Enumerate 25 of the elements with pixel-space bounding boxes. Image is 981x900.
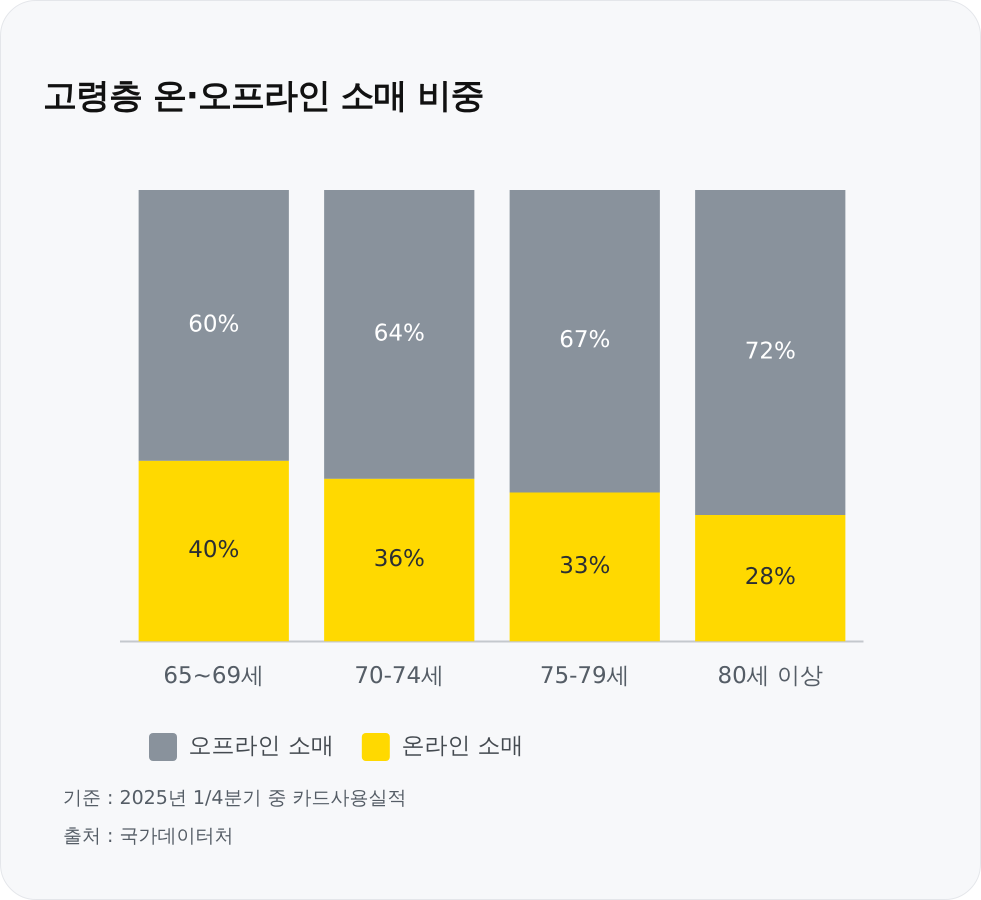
data-label: 67%	[559, 327, 610, 354]
x-tick-label: 80세 이상	[717, 663, 824, 690]
source-note: 출처 : 국가데이터처	[63, 824, 234, 849]
bar	[510, 190, 660, 492]
legend-label: 오프라인 소매	[188, 732, 334, 759]
data-label: 72%	[744, 338, 796, 364]
bar	[324, 190, 474, 479]
data-label: 40%	[188, 537, 240, 564]
bar	[510, 492, 660, 642]
text: 기준 : 2025년 1/4분기 중 카드사용실적	[63, 786, 407, 811]
bar	[695, 190, 846, 516]
bar	[324, 478, 474, 642]
data-label: 28%	[744, 564, 796, 590]
legend-label: 온라인 소매	[401, 732, 524, 759]
data-label: 64%	[374, 320, 425, 346]
x-tick-label: 65~69세	[163, 663, 264, 690]
chart-title: 고령층 온·오프라인 소매 비중	[43, 75, 484, 118]
data-label: 33%	[559, 552, 610, 579]
data-label: 60%	[188, 311, 240, 338]
x-tick-label: 70-74세	[354, 663, 444, 690]
bar	[138, 460, 289, 642]
bar	[695, 515, 846, 642]
x-tick-label: 75-79세	[540, 663, 630, 690]
bar	[138, 190, 289, 461]
data-label: 36%	[374, 546, 425, 572]
